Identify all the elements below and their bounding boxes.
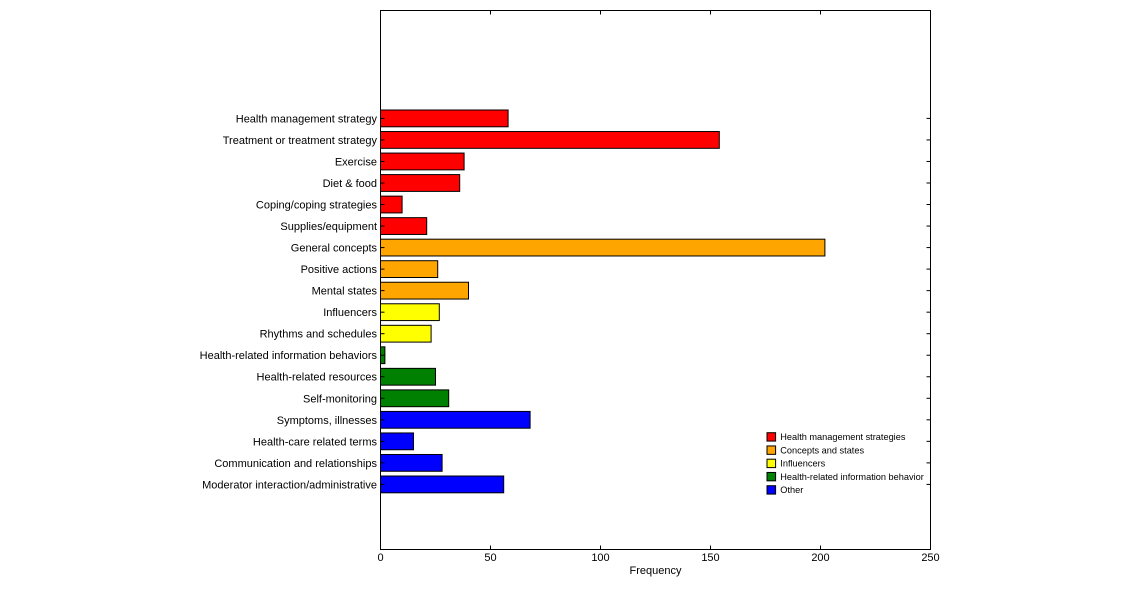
svg-text:0: 0	[377, 552, 383, 564]
svg-text:Rhythms and schedules: Rhythms and schedules	[260, 329, 378, 341]
svg-text:Symptoms, illnesses: Symptoms, illnesses	[277, 415, 378, 427]
svg-text:Supplies/equipment: Supplies/equipment	[280, 221, 377, 233]
svg-text:Diet & food: Diet & food	[323, 178, 377, 190]
svg-text:Health-related information beh: Health-related information behaviors	[200, 350, 378, 362]
svg-text:Other: Other	[780, 485, 803, 495]
svg-text:150: 150	[701, 552, 719, 564]
svg-text:Health management strategy: Health management strategy	[236, 113, 378, 125]
svg-text:Self-monitoring: Self-monitoring	[303, 393, 377, 405]
svg-text:200: 200	[811, 552, 829, 564]
svg-text:Health management strategies: Health management strategies	[780, 432, 906, 442]
svg-text:Coping/coping strategies: Coping/coping strategies	[256, 199, 378, 211]
svg-text:Treatment or treatment strateg: Treatment or treatment strategy	[223, 135, 378, 147]
svg-text:Health-care related terms: Health-care related terms	[253, 436, 378, 448]
svg-text:Health-related information beh: Health-related information behavior	[780, 472, 924, 482]
svg-text:General concepts: General concepts	[291, 243, 378, 255]
svg-text:Positive actions: Positive actions	[301, 264, 378, 276]
svg-text:100: 100	[591, 552, 609, 564]
svg-text:250: 250	[921, 552, 939, 564]
svg-text:Exercise: Exercise	[335, 156, 377, 168]
svg-text:Mental states: Mental states	[312, 286, 378, 298]
svg-text:Health-related resources: Health-related resources	[257, 372, 378, 384]
svg-text:Communication and relationship: Communication and relationships	[214, 458, 377, 470]
svg-text:Influencers: Influencers	[780, 459, 825, 469]
svg-text:Influencers: Influencers	[323, 307, 377, 319]
svg-text:Frequency: Frequency	[630, 565, 682, 577]
svg-text:50: 50	[484, 552, 496, 564]
svg-text:Moderator interaction/administ: Moderator interaction/administrative	[202, 479, 377, 491]
svg-text:Concepts and states: Concepts and states	[780, 445, 864, 455]
